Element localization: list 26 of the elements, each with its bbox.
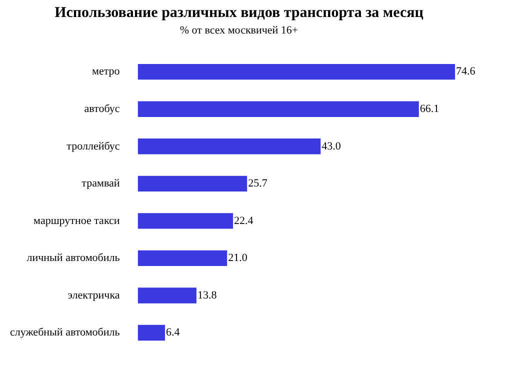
y-tick-label: служебный автомобиль: [10, 326, 120, 339]
y-tick-label: электричка: [68, 289, 120, 302]
y-tick-label: троллейбус: [66, 140, 120, 152]
bar: [138, 288, 196, 304]
chart-subtitle: % от всех москвичей 16+: [180, 24, 298, 36]
bar: [138, 101, 419, 117]
data-label: 22.4: [234, 214, 254, 227]
bar: [138, 64, 456, 80]
y-tick-label: автобус: [84, 103, 120, 116]
y-tick-label: личный автомобиль: [26, 252, 120, 264]
bar: [138, 176, 248, 192]
y-tick-label: трамвай: [82, 178, 120, 190]
bar: [138, 250, 228, 266]
data-label: 21.0: [228, 252, 248, 264]
data-label: 66.1: [420, 103, 440, 116]
chart-title: Использование различных видов транспорта за месяц: [54, 4, 424, 21]
data-label: 6.4: [166, 326, 180, 339]
data-label: 13.8: [197, 289, 218, 302]
data-label: 43.0: [322, 140, 342, 152]
bar: [138, 138, 321, 154]
data-label: 74.6: [456, 66, 476, 78]
bar: [138, 324, 165, 341]
data-label: 25.7: [248, 178, 268, 190]
y-tick-label: маршрутное такси: [34, 214, 120, 227]
y-tick-label: метро: [92, 66, 120, 78]
bar: [138, 213, 234, 229]
